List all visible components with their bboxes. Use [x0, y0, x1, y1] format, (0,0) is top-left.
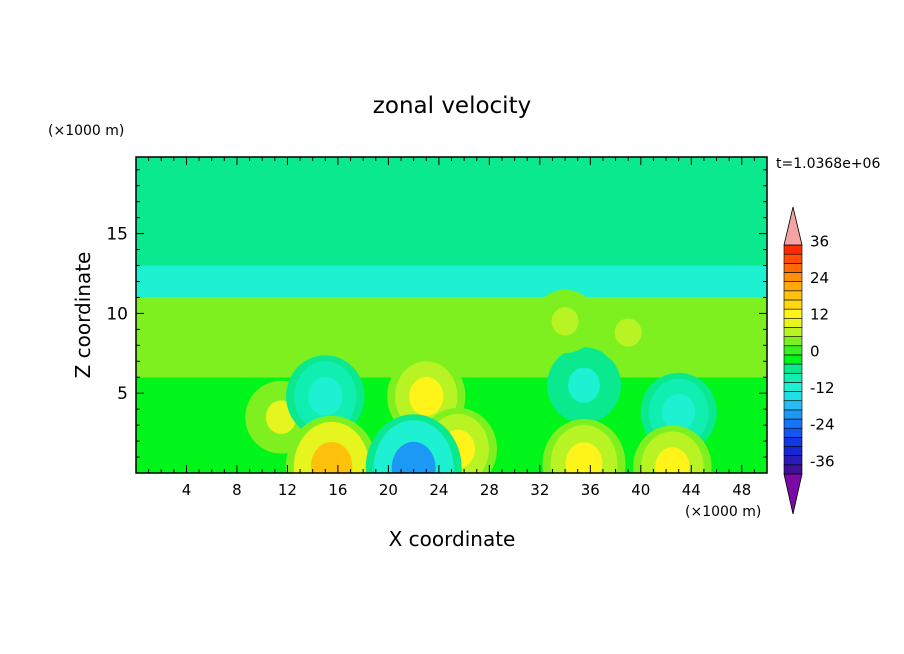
colorbar-band — [783, 446, 803, 456]
colorbar-band — [783, 308, 803, 319]
anomaly-core — [568, 367, 600, 403]
x-tick-label: 16 — [328, 481, 347, 499]
colorbar-band — [783, 409, 803, 420]
colorbar-band — [783, 244, 803, 255]
colorbar-band — [783, 299, 803, 310]
colorbar-band — [783, 372, 803, 383]
x-axis: 4 8 12 16 20 24 28 32 36 40 44 48 — [148, 157, 755, 499]
colorbar-band — [783, 272, 803, 282]
x-tick-label: 24 — [429, 481, 448, 499]
anomaly-core — [409, 377, 444, 416]
colorbar-band — [783, 327, 803, 337]
y-axis: 5 10 15 — [106, 169, 767, 458]
x-tick-label: 20 — [379, 481, 398, 499]
anomaly-core — [551, 307, 579, 336]
colorbar-band — [783, 263, 803, 273]
y-axis-label: Z coordinate — [71, 252, 95, 379]
x-tick-label: 4 — [182, 481, 192, 499]
anomaly-core — [565, 442, 603, 473]
colorbar-band — [783, 400, 803, 411]
colorbar-band — [783, 363, 803, 374]
anomaly-core — [662, 393, 696, 431]
anomaly-core — [655, 447, 690, 473]
anomaly-core — [614, 318, 642, 347]
colorbar-tick-label: 36 — [810, 232, 829, 250]
colorbar-band — [783, 455, 803, 466]
colorbar-band — [783, 464, 803, 475]
colorbar-tick-label: -12 — [810, 379, 835, 397]
anomaly-core — [310, 441, 353, 473]
colorbar-band — [783, 281, 803, 292]
y-unit-label: (×1000 m) — [48, 123, 124, 139]
x-tick-label: 8 — [232, 481, 242, 499]
colorbar-tick-label: -36 — [810, 452, 835, 470]
time-label: t=1.0368e+06 — [776, 156, 880, 172]
x-tick-label: 44 — [682, 481, 701, 499]
x-tick-label: 28 — [480, 481, 499, 499]
anomaly-core — [391, 441, 436, 473]
y-tick-label: 15 — [106, 225, 128, 245]
colorbar-tick-label: 0 — [810, 342, 820, 360]
colorbar-tick-label: -24 — [810, 416, 835, 434]
colorbar-tick-label: 24 — [810, 269, 829, 287]
colorbar-band — [783, 290, 803, 301]
y-tick-label: 5 — [117, 384, 128, 404]
chart-title: zonal velocity — [373, 93, 531, 119]
colorbar-band — [783, 418, 803, 429]
x-tick-label: 36 — [581, 481, 600, 499]
colorbar-min-extend — [783, 473, 803, 515]
colorbar-band — [783, 391, 803, 402]
colorbar-tick-label: 12 — [810, 306, 829, 324]
field-region-shear-band — [136, 265, 767, 298]
x-tick-label: 48 — [732, 481, 751, 499]
colorbar-band — [783, 354, 803, 365]
x-tick-label: 40 — [631, 481, 650, 499]
colorbar-max-extend — [783, 206, 803, 246]
x-unit-label: (×1000 m) — [685, 504, 761, 520]
contour-field — [136, 157, 767, 473]
colorbar-band — [783, 336, 803, 347]
anomaly-core — [308, 377, 343, 416]
y-tick-label: 10 — [106, 304, 128, 324]
colorbar-band — [783, 345, 803, 356]
colorbar: 36 24 12 0 -12 -24 -36 — [783, 206, 835, 515]
field-region-mid-layer — [136, 297, 767, 378]
x-tick-label: 32 — [530, 481, 549, 499]
x-axis-label: X coordinate — [389, 527, 516, 551]
colorbar-band — [783, 427, 803, 438]
colorbar-band — [783, 253, 803, 264]
field-region-upper-layer — [136, 157, 767, 266]
colorbar-band — [783, 382, 803, 392]
colorbar-band — [783, 317, 803, 328]
x-tick-label: 12 — [278, 481, 297, 499]
colorbar-band — [783, 437, 803, 447]
